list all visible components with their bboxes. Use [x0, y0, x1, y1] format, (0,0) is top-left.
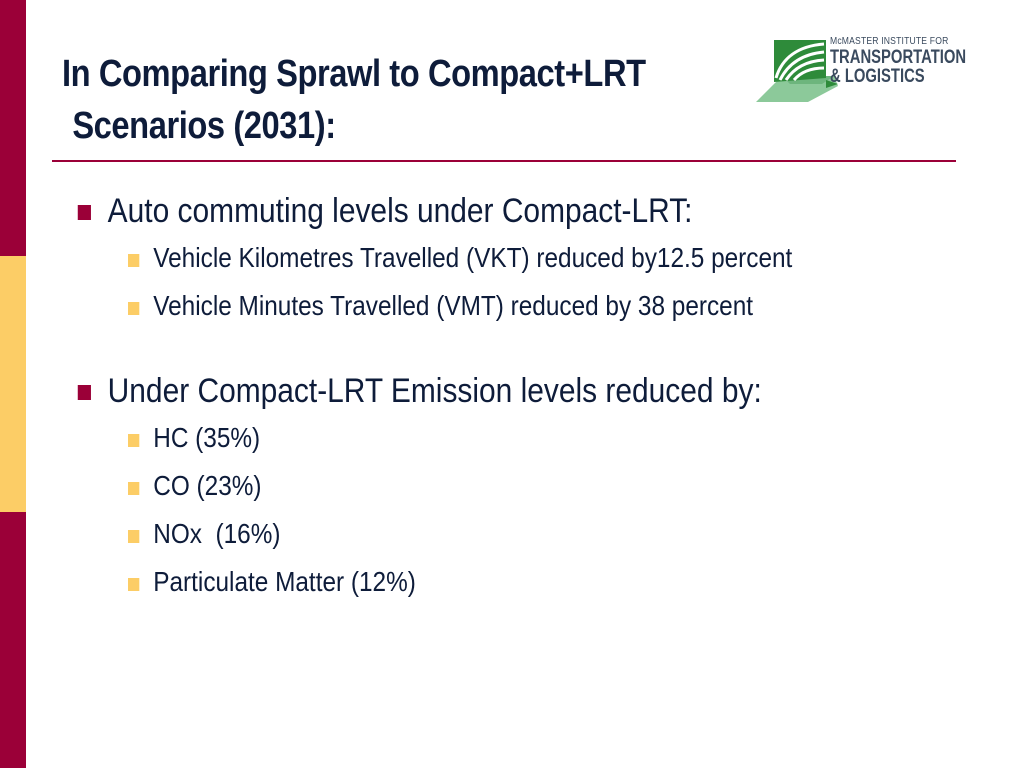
- side-accent-bar-bottom: [0, 512, 26, 768]
- square-bullet-icon: [77, 205, 91, 220]
- green-leaf-road-icon: [756, 40, 838, 102]
- title-divider: [52, 160, 956, 162]
- bullet-item: Auto commuting levels under Compact-LRT:: [76, 188, 868, 234]
- sub-bullet-text: Vehicle Minutes Travelled (VMT) reduced …: [153, 290, 754, 321]
- bullet-item: Under Compact-LRT Emission levels reduce…: [76, 368, 868, 414]
- bullet-list: Auto commuting levels under Compact-LRT:…: [76, 188, 976, 606]
- institute-logo: McMASTER INSTITUTE FOR TRANSPORTATION & …: [752, 34, 972, 106]
- logo-line-1: McMASTER INSTITUTE FOR: [830, 36, 949, 47]
- side-accent-bar-top: [0, 0, 26, 256]
- sub-bullet-text: CO (23%): [153, 470, 262, 501]
- bullet-text: Auto commuting levels under Compact-LRT:: [107, 192, 693, 230]
- logo-line-3: & LOGISTICS: [830, 66, 925, 87]
- sub-bullet-item: Vehicle Minutes Travelled (VMT) reduced …: [128, 282, 866, 330]
- sub-bullet-text: Vehicle Kilometres Travelled (VKT) reduc…: [153, 242, 793, 273]
- square-bullet-icon: [128, 578, 140, 591]
- logo-text: McMASTER INSTITUTE FOR TRANSPORTATION & …: [830, 36, 980, 86]
- sub-bullet-item: HC (35%): [128, 414, 866, 462]
- square-bullet-icon: [128, 302, 140, 315]
- side-accent-bar-middle: [0, 256, 26, 512]
- sub-bullet-text: NOx (16%): [153, 518, 281, 549]
- sub-bullet-item: NOx (16%): [128, 510, 866, 558]
- sub-bullet-item: Vehicle Kilometres Travelled (VKT) reduc…: [128, 234, 866, 282]
- sub-bullet-text: Particulate Matter (12%): [153, 566, 416, 597]
- sub-bullet-text: HC (35%): [153, 422, 261, 453]
- sub-bullet-item: Particulate Matter (12%): [128, 558, 866, 606]
- logo-line-2: TRANSPORTATION: [830, 47, 967, 68]
- square-bullet-icon: [128, 482, 140, 495]
- slide-title-line-2: Scenarios (2031):: [72, 105, 336, 147]
- slide-title: In Comparing Sprawl to Compact+LRT Scena…: [62, 48, 664, 152]
- square-bullet-icon: [128, 254, 140, 267]
- square-bullet-icon: [128, 530, 140, 543]
- sub-bullet-item: CO (23%): [128, 462, 866, 510]
- slide-title-line-1: In Comparing Sprawl to Compact+LRT: [62, 53, 646, 95]
- square-bullet-icon: [77, 385, 91, 400]
- square-bullet-icon: [128, 434, 140, 447]
- bullet-text: Under Compact-LRT Emission levels reduce…: [107, 372, 762, 410]
